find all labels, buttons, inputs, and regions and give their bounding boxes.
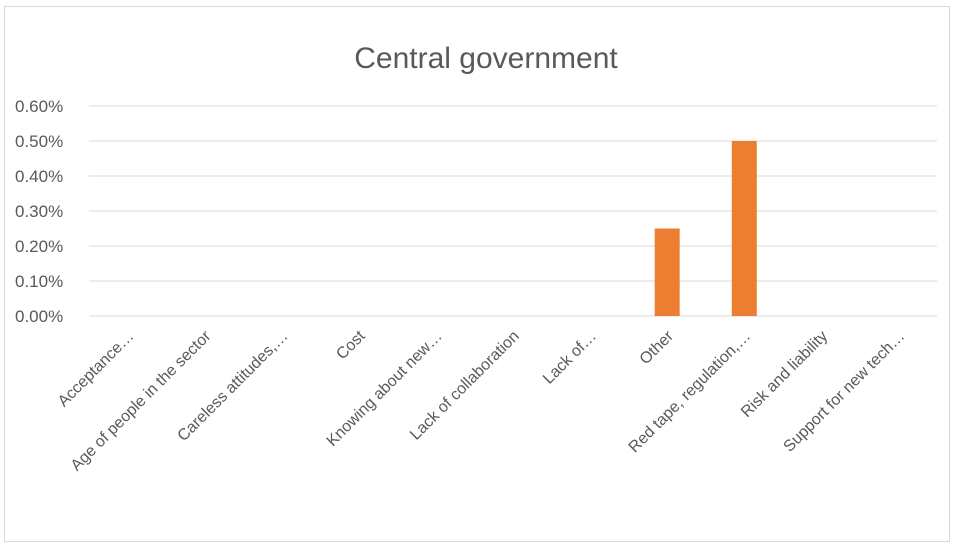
x-tick-label: Other	[637, 327, 678, 368]
y-tick-label: 0.40%	[15, 167, 63, 186]
bar-chart: Central government 0.00%0.10%0.20%0.30%0…	[15, 42, 937, 474]
y-tick-label: 0.30%	[15, 202, 63, 221]
y-axis-labels: 0.00% 0.10% 0.20% 0.30% 0.40% 0.50% 0.60%	[15, 97, 63, 326]
y-tick-label: 0.10%	[15, 272, 63, 291]
chart-frame: Central government 0.00% 0.10% 0.20% 0.30% 0…	[4, 6, 950, 542]
bar	[731, 141, 757, 316]
y-tick-label: 0.00%	[15, 307, 63, 326]
chart-title: Central government	[354, 42, 618, 75]
y-tick-label: 0.60%	[15, 97, 63, 116]
x-tick-label: Cost	[333, 327, 369, 363]
x-axis-labels: Acceptance…Age of people in the sectorCa…	[55, 327, 908, 474]
x-tick-label: Acceptance…	[55, 328, 137, 410]
x-tick-label: Age of people in the sector	[68, 327, 215, 474]
gridlines	[89, 105, 937, 317]
bar	[654, 228, 680, 316]
bars	[654, 141, 757, 316]
y-tick-label: 0.50%	[15, 132, 63, 151]
y-tick-label: 0.20%	[15, 237, 63, 256]
x-tick-label: Lack of…	[540, 328, 600, 388]
